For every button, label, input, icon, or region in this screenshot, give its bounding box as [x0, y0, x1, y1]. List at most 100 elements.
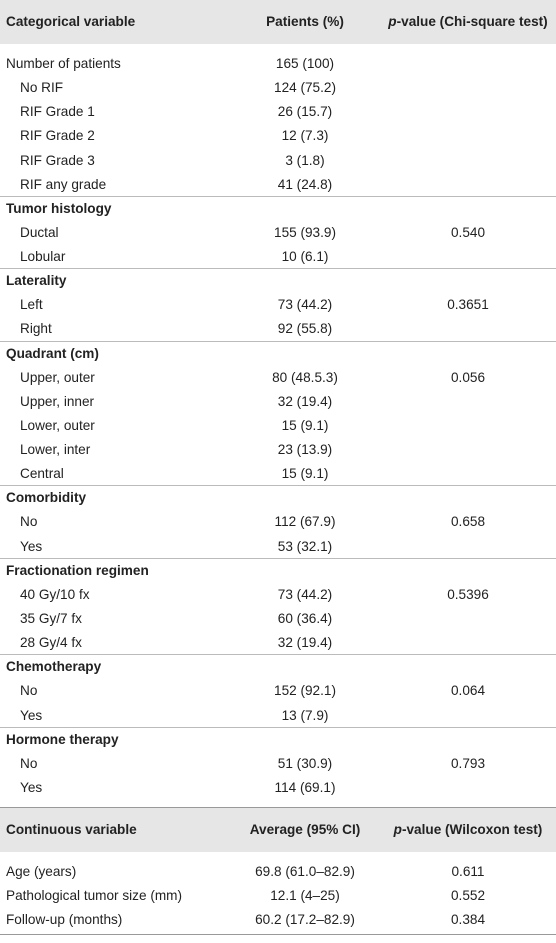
cell: 0.793 — [450, 755, 486, 771]
data-row: Follow-up (months) 60.2 (17.2–82.9) 0.384 — [0, 908, 556, 932]
row-rule — [0, 654, 556, 656]
cell: 32 (19.4) — [277, 635, 333, 651]
row-rule — [0, 485, 556, 487]
cell: 3 (1.8) — [285, 152, 325, 168]
cell: 60 (36.4) — [277, 610, 333, 626]
cell: Comorbidity — [6, 490, 87, 506]
cell: 60.2 (17.2–82.9) — [255, 912, 355, 927]
cell: No — [20, 683, 38, 699]
group-row: Hormone therapy — [0, 728, 556, 752]
cell: 12 (7.3) — [281, 128, 329, 144]
cell: 15 (9.1) — [281, 417, 329, 433]
data-row: Upper, outer 80 (48.5.3) 0.056 — [0, 366, 556, 390]
data-row: Pathological tumor size (mm) 12.1 (4–25) 0… — [0, 884, 556, 908]
cell: 12.1 (4–25) — [270, 888, 340, 903]
cell: 35 Gy/7 fx — [20, 610, 82, 626]
cell: Lobular — [20, 249, 66, 265]
data-row: RIF Grade 1 26 (15.7) — [0, 100, 556, 124]
cell: Upper, outer — [20, 369, 95, 385]
cell: Quadrant (cm) — [6, 345, 99, 361]
data-row: Yes 53 (32.1) — [0, 535, 556, 559]
row-rule — [0, 726, 556, 728]
group-row: Quadrant (cm) — [0, 342, 556, 366]
data-row: Upper, inner 32 (19.4) — [0, 390, 556, 414]
cell: Yes — [20, 707, 43, 723]
cell: 0.384 — [450, 912, 486, 927]
cell: 13 (7.9) — [281, 707, 329, 723]
cell: 124 (75.2) — [274, 80, 336, 96]
cell: 80 (48.5.3) — [272, 369, 338, 385]
header-cell: Patients (%) — [266, 14, 344, 29]
header-cell: p-value (Wilcoxon test) — [380, 808, 556, 852]
cell: 155 (93.9) — [274, 224, 336, 240]
cell: Lower, outer — [20, 417, 95, 433]
cell: 0.5396 — [447, 586, 489, 602]
row-rule — [0, 340, 556, 342]
cell: 41 (24.8) — [277, 176, 333, 192]
cell: 26 (15.7) — [277, 104, 333, 120]
data-row: 28 Gy/4 fx 32 (19.4) — [0, 631, 556, 655]
data-row: Central 15 (9.1) — [0, 462, 556, 486]
data-row: No 152 (92.1) 0.064 — [0, 679, 556, 703]
cell: Laterality — [6, 273, 67, 289]
header-row: Categorical variable Patients (%) p-value … — [0, 0, 556, 44]
cell: 0.611 — [451, 864, 485, 879]
cell: 73 (44.2) — [277, 297, 333, 313]
data-row: Lobular 10 (6.1) — [0, 245, 556, 269]
cell: 15 (9.1) — [281, 466, 329, 482]
data-row: RIF Grade 2 12 (7.3) — [0, 124, 556, 148]
cell: 32 (19.4) — [277, 393, 333, 409]
data-row: Yes 13 (7.9) — [0, 704, 556, 728]
cell: 0.658 — [450, 514, 486, 530]
data-row: RIF any grade 41 (24.8) — [0, 173, 556, 197]
data-row: 35 Gy/7 fx 60 (36.4) — [0, 607, 556, 631]
cell: 0.3651 — [447, 297, 489, 313]
cell: Fractionation regimen — [6, 562, 149, 578]
cell: 0.056 — [450, 369, 486, 385]
cell: 51 (30.9) — [277, 755, 333, 771]
cell: Yes — [20, 779, 43, 795]
cell: Left — [20, 297, 43, 313]
data-row: Age (years) 69.8 (61.0–82.9) 0.611 — [0, 860, 556, 884]
cell: 165 (100) — [275, 56, 335, 71]
cell: 0.540 — [450, 224, 486, 240]
cell: 112 (67.9) — [274, 514, 336, 530]
data-row: No 112 (67.9) 0.658 — [0, 510, 556, 534]
data-row: Lower, outer 15 (9.1) — [0, 414, 556, 438]
italic-text: p — [388, 14, 397, 29]
cell: 73 (44.2) — [277, 586, 333, 602]
group-row: Comorbidity — [0, 486, 556, 510]
cell: 28 Gy/4 fx — [20, 635, 82, 651]
cell: 0.064 — [450, 683, 486, 699]
data-row: No RIF 124 (75.2) — [0, 76, 556, 100]
cell: Lower, inter — [20, 442, 91, 458]
group-row: Fractionation regimen — [0, 559, 556, 583]
cell: Chemotherapy — [6, 659, 102, 675]
cell: RIF any grade — [20, 176, 107, 192]
header-cell: p-value (Chi-square test) — [380, 0, 556, 44]
cell: Number of patients — [6, 56, 121, 71]
header-cell: Continuous variable — [6, 822, 137, 837]
cell: No — [20, 514, 38, 530]
group-row: Tumor histology — [0, 197, 556, 221]
cell: 0.552 — [450, 888, 486, 903]
data-row: Ductal 155 (93.9) 0.540 — [0, 221, 556, 245]
header-text: -value (Chi-square test) — [396, 14, 548, 29]
cell: 53 (32.1) — [277, 538, 333, 554]
cell: 114 (69.1) — [274, 779, 336, 795]
group-row: Chemotherapy — [0, 655, 556, 679]
cell: 40 Gy/10 fx — [20, 586, 90, 602]
row-rule — [0, 195, 556, 197]
header-cell: Categorical variable — [6, 14, 136, 29]
cell: 152 (92.1) — [274, 683, 336, 699]
cell: Upper, inner — [20, 393, 95, 409]
cell: Age (years) — [6, 864, 77, 879]
data-row: 40 Gy/10 fx 73 (44.2) 0.5396 — [0, 583, 556, 607]
cell: 10 (6.1) — [281, 249, 329, 265]
group-row: Laterality — [0, 269, 556, 293]
data-row: Number of patients 165 (100) — [0, 52, 556, 76]
cell: Pathological tumor size (mm) — [6, 888, 183, 903]
data-row: Right 92 (55.8) — [0, 317, 556, 341]
cell: No — [20, 755, 38, 771]
